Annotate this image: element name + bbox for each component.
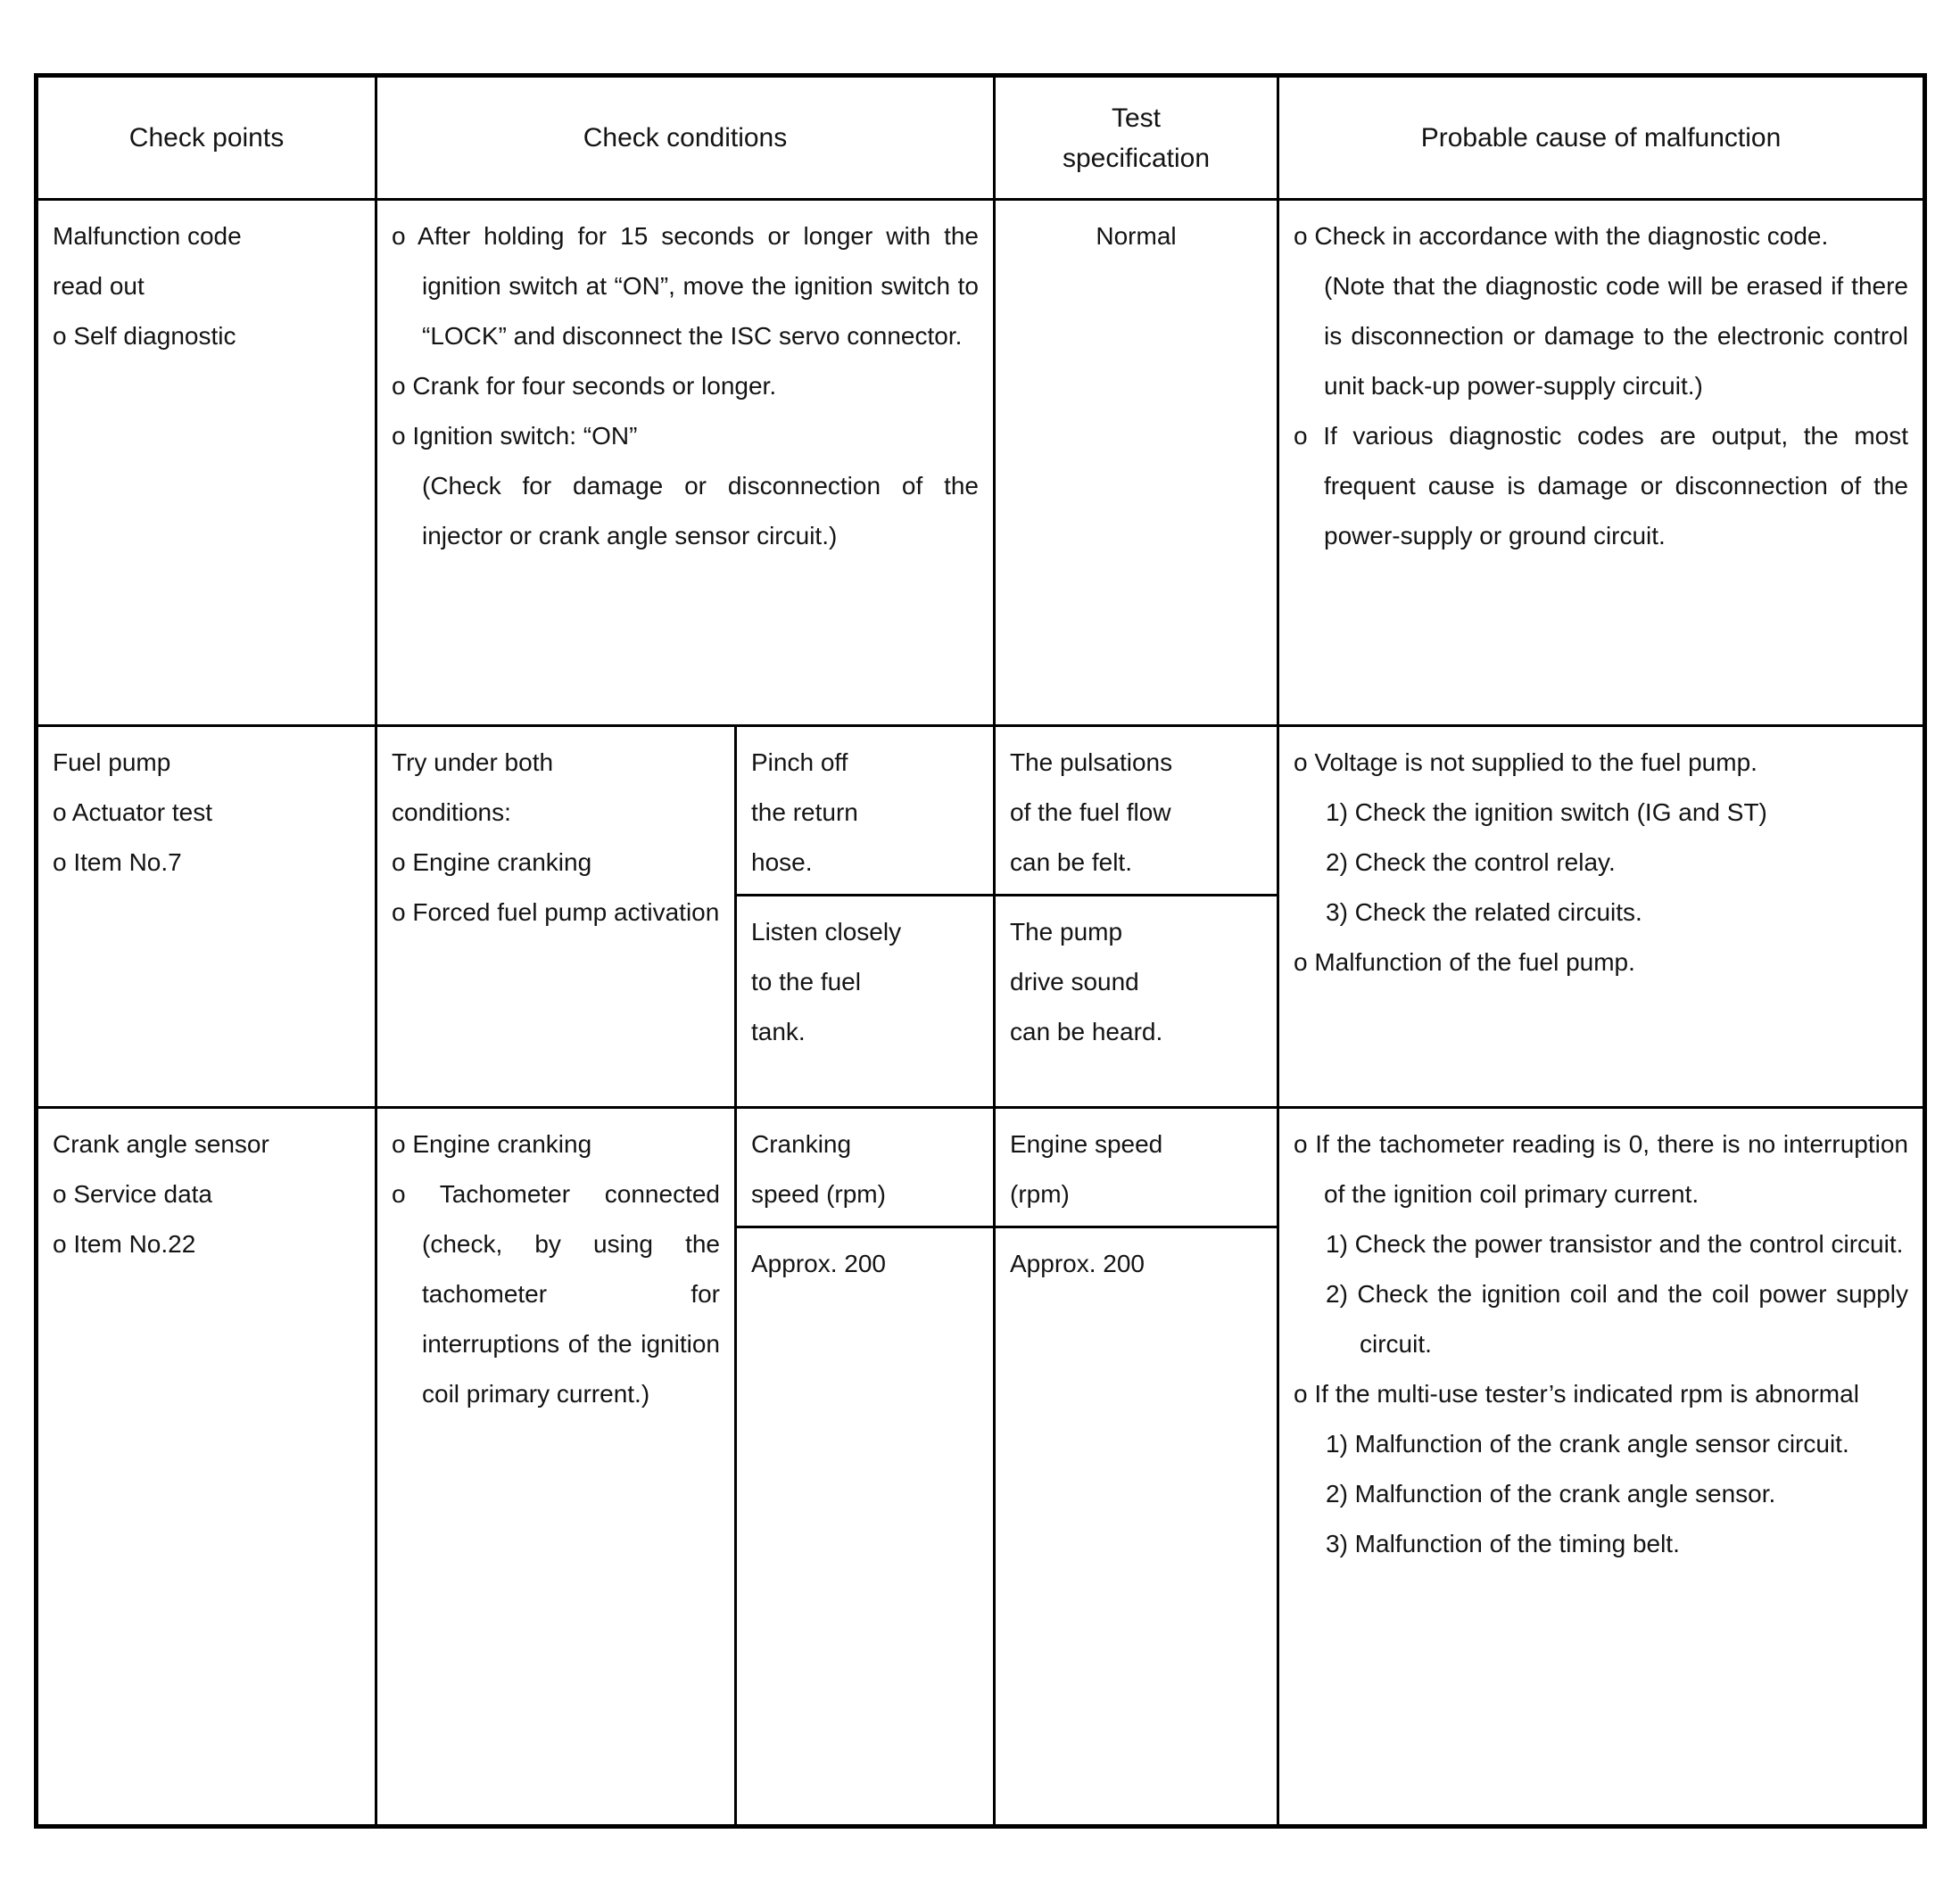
test-spec-text: The pump drive sound can be heard.: [1010, 918, 1163, 1045]
condition-bullet: o Tachometer connected (check, by using …: [392, 1180, 720, 1408]
check-point-line: read out: [53, 272, 145, 300]
cause-numbered-item: 3) Malfunction of the timing belt.: [1326, 1530, 1680, 1557]
check-point-line: Crank angle sensor: [53, 1130, 269, 1158]
row2-probable-cause-cell: o Voltage is not supplied to the fuel pu…: [1279, 727, 1923, 1109]
cause-numbered-item: 1) Check the ignition switch (IG and ST): [1326, 798, 1767, 826]
cause-numbered-item: 1) Check the power transistor and the co…: [1326, 1230, 1904, 1258]
condition-bullet: o After holding for 15 seconds or longer…: [392, 222, 979, 350]
cause-bullet: o Malfunction of the fuel pump.: [1294, 948, 1635, 976]
row1-test-spec-cell: Normal: [996, 201, 1279, 727]
condition-line: Try under both conditions:: [392, 748, 554, 826]
condition-bullet: o Forced fuel pump activation: [392, 898, 720, 926]
row1-probable-cause-cell: o Check in accordance with the diagnosti…: [1279, 201, 1923, 727]
check-point-bullet: o Self diagnostic: [53, 322, 236, 350]
header-test-specification: Test specification: [996, 78, 1279, 201]
cause-numbered-item: 2) Check the ignition coil and the coil …: [1326, 1280, 1908, 1358]
row3-check-points-cell: Crank angle sensor o Service data o Item…: [38, 1109, 377, 1824]
cause-numbered-item: 2) Malfunction of the crank angle sensor…: [1326, 1480, 1776, 1508]
header-probable-cause: Probable cause of malfunction: [1279, 78, 1923, 201]
row2-condition-sub-cell-listen: Listen closely to the fuel tank.: [737, 896, 996, 1109]
row2-check-conditions-main-cell: Try under both conditions: o Engine cran…: [377, 727, 737, 1109]
row3-probable-cause-cell: o If the tachometer reading is 0, there …: [1279, 1109, 1923, 1824]
test-spec-text: Approx. 200: [1010, 1250, 1145, 1277]
check-point-bullet: o Service data: [53, 1180, 212, 1208]
cause-numbered-item: 2) Check the control relay.: [1326, 848, 1616, 876]
diagnosis-table: Check points Check conditions Test speci…: [34, 73, 1927, 1829]
cause-numbered-item: 1) Malfunction of the crank angle sensor…: [1326, 1430, 1849, 1458]
row1-check-conditions-cell: o After holding for 15 seconds or longer…: [377, 201, 996, 727]
condition-bullet: o Crank for four seconds or longer.: [392, 372, 777, 400]
test-spec-text: Engine speed (rpm): [1010, 1130, 1163, 1208]
test-spec-text: The pulsations of the fuel flow can be f…: [1010, 748, 1173, 876]
row2-test-spec-cell-pulsations: The pulsations of the fuel flow can be f…: [996, 727, 1279, 896]
test-spec-value: Normal: [1096, 222, 1177, 250]
condition-bullet: o Ignition switch: “ON”: [392, 422, 638, 450]
row3-test-spec-cell-approx: Approx. 200: [996, 1228, 1279, 1824]
row2-condition-sub-cell-pinch: Pinch off the return hose.: [737, 727, 996, 896]
condition-bullet: o Engine cranking: [392, 848, 592, 876]
condition-sub-text: Approx. 200: [751, 1250, 886, 1277]
cause-numbered-item: 3) Check the related circuits.: [1326, 898, 1642, 926]
check-point-line: Malfunction code: [53, 222, 242, 250]
header-check-conditions: Check conditions: [377, 78, 996, 201]
cause-bullet: o If the multi-use tester’s indicated rp…: [1294, 1380, 1859, 1408]
check-point-bullet: o Actuator test: [53, 798, 212, 826]
cause-bullet: o Voltage is not supplied to the fuel pu…: [1294, 748, 1757, 776]
check-point-bullet: o Item No.7: [53, 848, 182, 876]
condition-bullet: o Engine cranking: [392, 1130, 592, 1158]
condition-sub-text: Pinch off the return hose.: [751, 748, 858, 876]
check-point-bullet: o Item No.22: [53, 1230, 196, 1258]
condition-note: (Check for damage or disconnection of th…: [422, 472, 979, 549]
cause-note: (Note that the diagnostic code will be e…: [1324, 272, 1908, 400]
row3-condition-sub-cell-cranking-speed: Cranking speed (rpm): [737, 1109, 996, 1228]
cause-bullet: o If the tachometer reading is 0, there …: [1294, 1130, 1908, 1208]
row2-test-spec-cell-sound: The pump drive sound can be heard.: [996, 896, 1279, 1109]
condition-sub-text: Cranking speed (rpm): [751, 1130, 886, 1208]
header-check-points: Check points: [38, 78, 377, 201]
row3-check-conditions-main-cell: o Engine cranking o Tachometer connected…: [377, 1109, 737, 1824]
check-point-line: Fuel pump: [53, 748, 171, 776]
row1-check-points-cell: Malfunction code read out o Self diagnos…: [38, 201, 377, 727]
cause-bullet: o Check in accordance with the diagnosti…: [1294, 222, 1829, 250]
cause-bullet: o If various diagnostic codes are output…: [1294, 422, 1908, 549]
condition-sub-text: Listen closely to the fuel tank.: [751, 918, 902, 1045]
row2-check-points-cell: Fuel pump o Actuator test o Item No.7: [38, 727, 377, 1109]
row3-condition-sub-cell-approx: Approx. 200: [737, 1228, 996, 1824]
row3-test-spec-cell-engine-speed: Engine speed (rpm): [996, 1109, 1279, 1228]
